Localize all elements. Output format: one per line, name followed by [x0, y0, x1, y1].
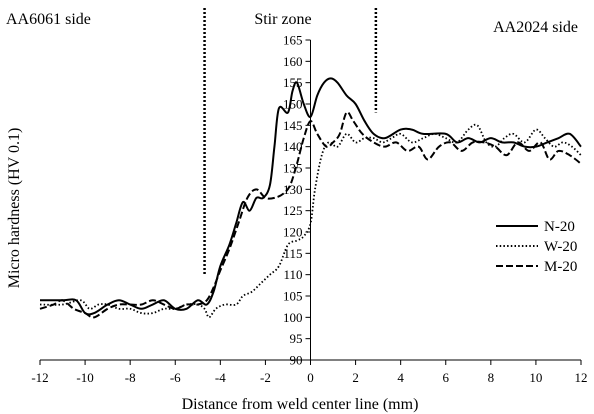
- x-tick-label: 2: [352, 370, 359, 385]
- annotation-label: AA6061 side: [6, 11, 91, 28]
- series-layer: [39, 77, 582, 319]
- x-tick-label: 12: [575, 370, 588, 385]
- x-tick-label: 4: [397, 370, 404, 385]
- series-line-w-20: [39, 123, 582, 319]
- annotation-label: Stir zone: [254, 11, 311, 28]
- annotation-label: AA2024 side: [493, 19, 578, 36]
- x-tick-label: 6: [443, 370, 450, 385]
- x-tick-label: -4: [215, 370, 226, 385]
- y-tick-label: 100: [283, 310, 303, 325]
- x-tick-label: 0: [307, 370, 314, 385]
- legend-label: N-20: [544, 219, 575, 235]
- annotations: AA6061 side Stir zone AA2024 side: [6, 11, 578, 36]
- y-tick-label: 160: [283, 54, 303, 69]
- legend-label: W-20: [544, 239, 577, 255]
- y-tick-label: 120: [283, 225, 303, 240]
- y-tick-label: 90: [290, 353, 303, 368]
- y-axis-title: Micro hardness (HV 0.1): [6, 128, 23, 289]
- x-tick-label: 8: [488, 370, 495, 385]
- x-tick-label: -10: [76, 370, 93, 385]
- y-tick-label: 165: [283, 33, 303, 48]
- x-tick-label: -2: [260, 370, 271, 385]
- x-tick-label: -12: [31, 370, 48, 385]
- series-line-m-20: [39, 111, 582, 319]
- y-tick-label: 115: [283, 246, 302, 261]
- x-tick-label: -8: [125, 370, 136, 385]
- x-axis-title: Distance from weld center line (mm): [182, 396, 419, 413]
- axes: -12 -10 -8 -6 -4 -2 0 2 4 6 8 10 12 90 95 100 105 110 115 1…: [31, 33, 587, 386]
- y-tick-label: 110: [283, 267, 302, 282]
- y-tick-label: 105: [283, 289, 303, 304]
- legend-label: M-20: [544, 259, 577, 275]
- y-tick-label: 130: [283, 182, 303, 197]
- y-tick-label: 145: [283, 118, 303, 133]
- y-tick-label: 135: [283, 161, 303, 176]
- x-tick-label: -6: [170, 370, 181, 385]
- y-tick-label: 140: [283, 139, 303, 154]
- y-tick-label: 95: [290, 331, 303, 346]
- x-tick-label: 10: [529, 370, 542, 385]
- y-tick-label: 155: [283, 75, 303, 90]
- y-tick-label: 125: [283, 203, 303, 218]
- zone-boundaries: [203, 8, 378, 275]
- y-tick-label: 150: [283, 97, 303, 112]
- legend: N-20 W-20 M-20: [496, 219, 577, 275]
